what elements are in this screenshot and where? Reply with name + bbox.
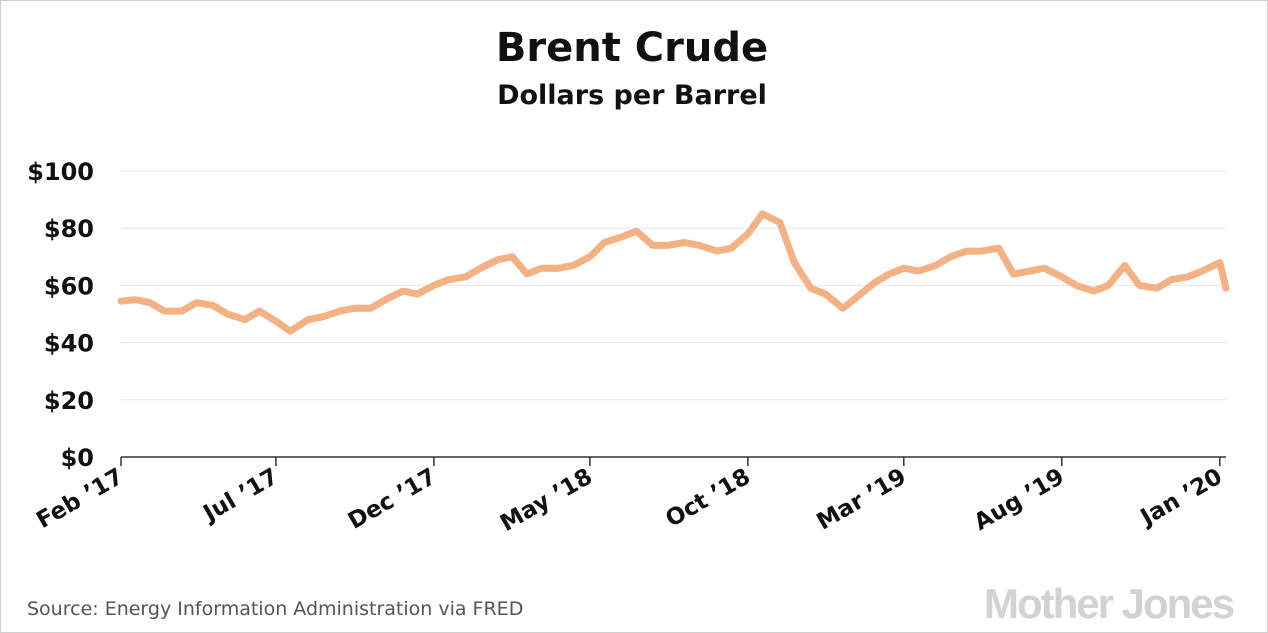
x-tick-label: Dec ’17 xyxy=(344,464,441,535)
x-tick-label: Aug ’19 xyxy=(970,464,1069,536)
y-axis-ticks: $0 $20 $40 $60 $80 $100 xyxy=(27,158,94,472)
y-tick-label: $100 xyxy=(27,158,94,186)
chart-subtitle: Dollars per Barrel xyxy=(497,80,767,111)
x-tick-label: Jul ’17 xyxy=(198,464,283,528)
chart-title: Brent Crude xyxy=(496,25,768,71)
mother-jones-logo: Mother Jones xyxy=(984,580,1234,627)
y-tick-label: $40 xyxy=(44,330,94,358)
x-tick-label: Oct ’18 xyxy=(661,464,754,533)
x-axis-ticks: Feb ’17 Jul ’17 Dec ’17 May ’18 Oct ’18 Mar ’… xyxy=(32,457,1227,537)
gridlines xyxy=(121,170,1226,401)
x-tick-label: May ’18 xyxy=(496,464,597,537)
y-tick-label: $0 xyxy=(61,444,94,472)
y-tick-label: $60 xyxy=(44,272,94,300)
x-tick-label: Mar ’19 xyxy=(812,464,910,536)
source-note: Source: Energy Information Administratio… xyxy=(27,598,523,620)
x-tick-label: Jan ’20 xyxy=(1135,464,1227,532)
y-tick-label: $80 xyxy=(44,215,94,243)
x-tick-label: Feb ’17 xyxy=(32,464,128,534)
series-line-brent-crude xyxy=(117,210,1230,335)
y-tick-label: $20 xyxy=(44,387,94,415)
